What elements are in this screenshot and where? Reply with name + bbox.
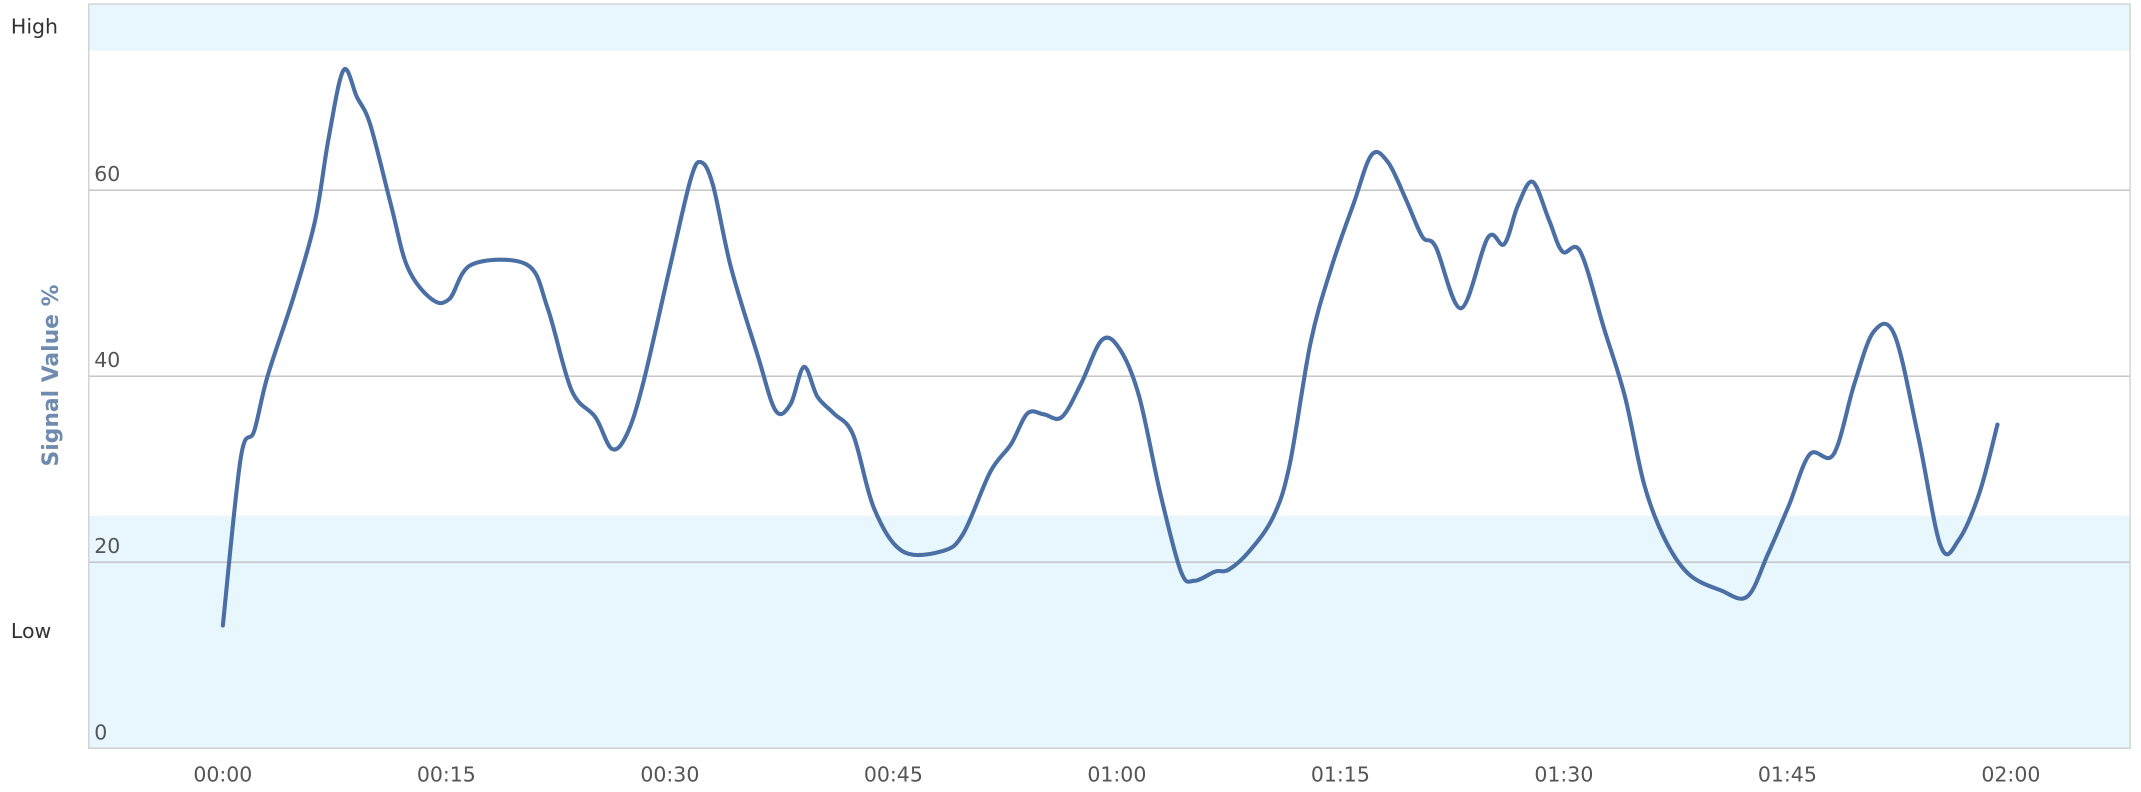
x-tick-label: 00:45 [864, 763, 923, 787]
signal-line [220, 66, 2000, 628]
band [88, 515, 2131, 749]
y-tick-label: 0 [94, 720, 107, 744]
x-tick-label: 01:00 [1087, 763, 1146, 787]
x-tick-label: 00:30 [640, 763, 699, 787]
x-tick-label: 01:30 [1534, 763, 1593, 787]
x-tick-label: 01:15 [1311, 763, 1370, 787]
plot-border [88, 3, 2131, 749]
x-tick-label: 01:45 [1758, 763, 1817, 787]
x-tick-label: 02:00 [1981, 763, 2040, 787]
y-tick-label: 60 [94, 162, 120, 186]
x-tick-label: 00:15 [417, 763, 476, 787]
band [88, 4, 2131, 51]
y-tick-label: 20 [94, 534, 120, 558]
band-label: High [11, 14, 58, 38]
y-tick-label: 40 [94, 348, 120, 372]
band-label: Low [11, 619, 51, 643]
x-tick-label: 00:00 [193, 763, 252, 787]
y-axis-title: Signal Value % [39, 284, 64, 466]
